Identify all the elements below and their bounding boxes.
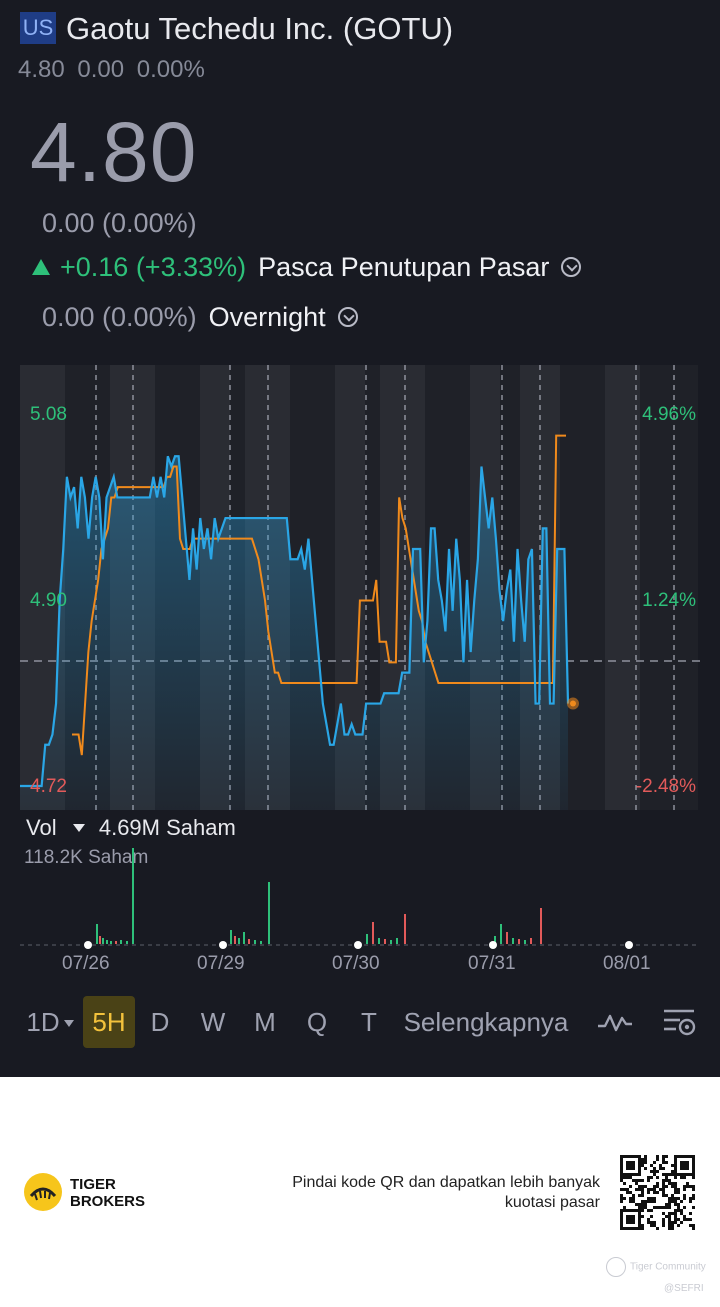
volume-bar: [524, 940, 526, 944]
caret-down-icon: [72, 824, 85, 832]
price-change: 0.00 (0.00%): [42, 208, 197, 238]
date-markers: [84, 941, 633, 949]
volume-bar: [404, 914, 406, 944]
tab-1d[interactable]: 1D: [20, 996, 80, 1048]
x-axis-label: 07/31: [468, 953, 516, 974]
x-axis-label: 07/30: [332, 953, 380, 974]
overnight-change: 0.00 (0.00%): [42, 302, 197, 332]
chevron-down-icon[interactable]: [337, 307, 358, 327]
after-hours-row[interactable]: +0.16 (+3.33%) Pasca Penutupan Pasar: [32, 250, 582, 284]
volume-bar: [102, 938, 104, 944]
volume-bar: [115, 941, 117, 944]
volume-bar: [248, 939, 250, 944]
tab-d[interactable]: D: [150, 1007, 170, 1037]
volume-chart: [20, 848, 700, 949]
chart-settings-icon[interactable]: [662, 1006, 698, 1038]
volume-bar: [99, 936, 101, 944]
brand-line-2: BROKERS: [70, 1193, 146, 1210]
brand-line-1: TIGER: [70, 1176, 116, 1193]
tiger-logo-icon: [24, 1173, 62, 1211]
qr-call-to-action: Pindai kode QR dan dapatkan lebih banyak…: [292, 1174, 600, 1211]
watermark-text: Tiger Community: [630, 1261, 706, 1273]
volume-bar: [390, 940, 392, 944]
last-price: 4.80: [30, 105, 198, 199]
tab-more[interactable]: Selengkapnya: [403, 1007, 569, 1037]
tab-label: 1D: [26, 1007, 60, 1037]
volume-bar: [238, 938, 240, 944]
quote-summary: 4.80 0.00 0.00%: [18, 56, 205, 83]
volume-bar: [518, 939, 520, 944]
volume-bar: [384, 939, 386, 944]
volume-bar: [378, 938, 380, 944]
overnight-row[interactable]: 0.00 (0.00%) Overnight: [42, 300, 358, 334]
volume-bar: [230, 930, 232, 944]
session-band: [605, 365, 640, 810]
volume-bar: [268, 882, 270, 944]
y-axis-label-mid: 4.90: [30, 590, 67, 611]
volume-header[interactable]: Vol 4.69M Saham: [26, 815, 236, 841]
date-marker: [489, 941, 497, 949]
volume-bar: [506, 932, 508, 944]
stock-title: Gaotu Techedu Inc. (GOTU): [66, 11, 454, 46]
volume-bar: [120, 940, 122, 944]
price-chart[interactable]: [0, 360, 720, 815]
chevron-down-icon[interactable]: [561, 257, 582, 277]
watermark-handle: @SEFRI: [664, 1283, 704, 1294]
last-price-dot-core: [570, 700, 576, 707]
volume-bar: [366, 934, 368, 944]
volume-max-label: 118.2K Saham: [24, 847, 149, 868]
after-hours-change: +0.16 (+3.33%): [60, 252, 247, 282]
x-axis-label: 07/29: [197, 953, 245, 974]
volume-bar: [494, 936, 496, 944]
watermark-community: Tiger Community: [606, 1257, 706, 1277]
x-axis-label: 07/26: [62, 953, 110, 974]
volume-bar: [512, 938, 514, 944]
date-marker: [625, 941, 633, 949]
date-marker: [84, 941, 92, 949]
overnight-label: Overnight: [208, 302, 326, 332]
volume-bar: [126, 941, 128, 944]
volume-bar: [260, 941, 262, 944]
pct-axis-label-high: 4.96%: [642, 404, 696, 425]
market-badge: US: [20, 12, 56, 44]
volume-bar: [530, 938, 532, 944]
price-line: [20, 455, 570, 788]
tab-w[interactable]: W: [200, 1007, 226, 1037]
tab-q[interactable]: Q: [306, 1007, 328, 1037]
volume-bar: [110, 941, 112, 944]
pct-axis-label-mid: 1.24%: [642, 590, 696, 611]
volume-bar: [396, 938, 398, 944]
volume-bars: [96, 848, 542, 944]
volume-label: Vol: [26, 815, 57, 840]
volume-bar: [254, 940, 256, 944]
caret-down-icon: [63, 1020, 74, 1027]
volume-bar: [106, 940, 108, 944]
pct-axis-label-low: -2.48%: [635, 776, 696, 797]
y-axis-label-high: 5.08: [30, 404, 67, 425]
date-marker: [219, 941, 227, 949]
up-triangle-icon: [32, 259, 50, 275]
session-band: [640, 365, 698, 810]
indicator-icon[interactable]: [596, 1008, 634, 1036]
y-axis-label-low: 4.72: [30, 776, 67, 797]
volume-bar: [96, 924, 98, 944]
after-hours-label: Pasca Penutupan Pasar: [258, 252, 550, 282]
volume-bar: [372, 922, 374, 944]
volume-bar: [132, 848, 134, 944]
tab-m[interactable]: M: [254, 1007, 276, 1037]
volume-bar: [500, 924, 502, 944]
brand-name: TIGER BROKERS: [70, 1176, 145, 1210]
period-tabs: 1D 5H D W M Q T Selengkapnya: [0, 996, 720, 1048]
community-logo-icon: [606, 1257, 626, 1277]
volume-bar: [234, 936, 236, 944]
tab-t[interactable]: T: [361, 1007, 377, 1037]
x-axis-label: 08/01: [603, 953, 651, 974]
session-band: [365, 365, 380, 810]
volume-value: 4.69M Saham: [98, 815, 236, 840]
volume-bar: [243, 932, 245, 944]
qr-code[interactable]: [620, 1155, 695, 1230]
volume-bar: [540, 908, 542, 944]
date-marker: [354, 941, 362, 949]
tab-5h[interactable]: 5H: [83, 996, 135, 1048]
